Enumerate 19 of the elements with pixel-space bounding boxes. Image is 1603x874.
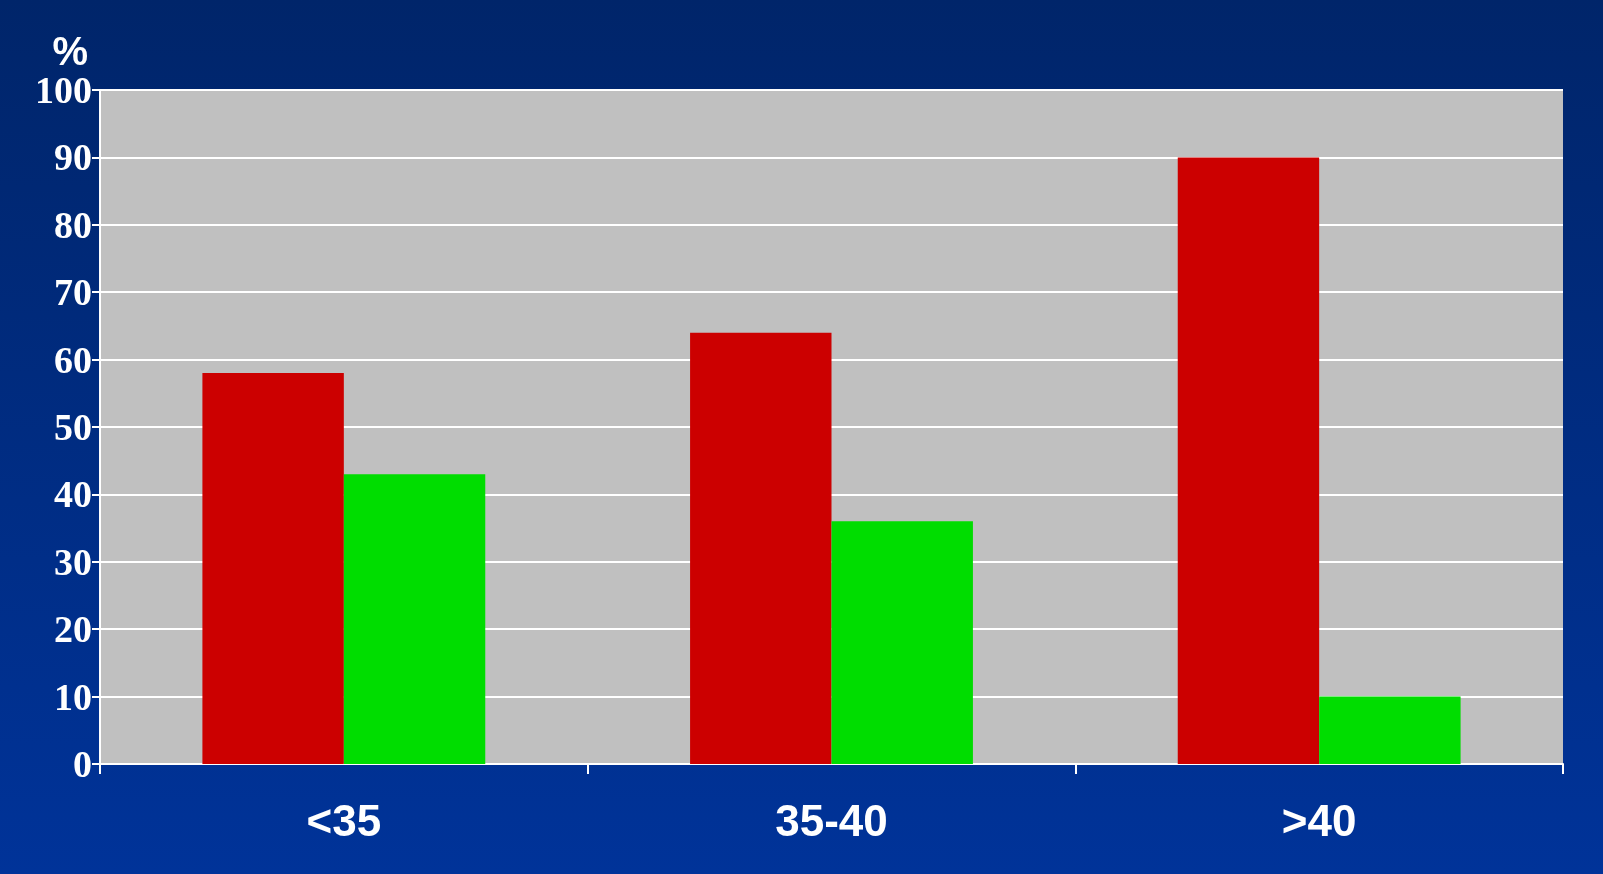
y-tick-label: 70 <box>54 271 92 314</box>
y-tick-label: 90 <box>54 136 92 179</box>
x-tick-label: >40 <box>1281 795 1357 845</box>
y-tick-label: 40 <box>54 473 92 516</box>
y-tick-label: 0 <box>73 743 92 785</box>
x-tick-label: <35 <box>306 795 382 845</box>
bar <box>202 373 344 764</box>
bar <box>1177 157 1320 764</box>
y-tick-label: 50 <box>54 406 92 448</box>
bar <box>831 521 973 764</box>
bar <box>690 332 832 764</box>
bar <box>343 474 486 764</box>
y-tick-label: 20 <box>54 608 92 651</box>
y-tick-label: 80 <box>54 203 92 246</box>
bar <box>1319 696 1461 764</box>
y-tick-label: 60 <box>54 338 92 381</box>
y-tick-label: 30 <box>54 540 92 583</box>
y-tick-label: 10 <box>54 675 92 718</box>
x-tick-label: 35-40 <box>775 795 888 845</box>
